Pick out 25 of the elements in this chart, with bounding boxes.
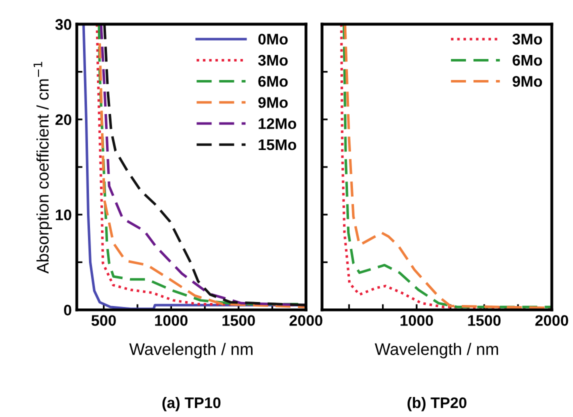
legend-label: 9Mo	[258, 97, 288, 108]
legend-label: 6Mo	[512, 54, 542, 66]
y-tick-label: 20	[55, 114, 72, 126]
x-tick-label: 1000	[155, 315, 188, 326]
legend-label: 9Mo	[512, 76, 542, 87]
y-axis-title: Absorption coefficient / cm$^{−1}$	[34, 62, 52, 274]
y-tick-label: 30	[55, 19, 72, 30]
y-tick-label: 10	[56, 209, 72, 220]
legend-label: 3Mo	[512, 34, 542, 45]
legend-label: 3Mo	[258, 54, 288, 66]
x-tick-label: 1500	[468, 315, 501, 326]
x-axis-title: Wavelength / nm	[374, 342, 498, 358]
legend-label: 0Mo	[258, 34, 288, 45]
legend-label: 15Mo	[258, 139, 296, 150]
x-tick-label: 2000	[535, 315, 568, 326]
x-tick-label: 1500	[222, 315, 255, 326]
x-axis-title: Wavelength / nm	[129, 342, 252, 358]
text: (a) TP10	[162, 396, 220, 412]
legend-label: 12Mo	[258, 118, 296, 130]
x-tick-label: 2000	[290, 315, 322, 326]
text: (b) TP20	[408, 396, 466, 412]
x-tick-label: 1000	[400, 315, 434, 326]
x-tick-label: 500	[91, 315, 116, 326]
y-tick-label: 0	[64, 304, 72, 316]
legend-label: 6Mo	[258, 76, 288, 87]
